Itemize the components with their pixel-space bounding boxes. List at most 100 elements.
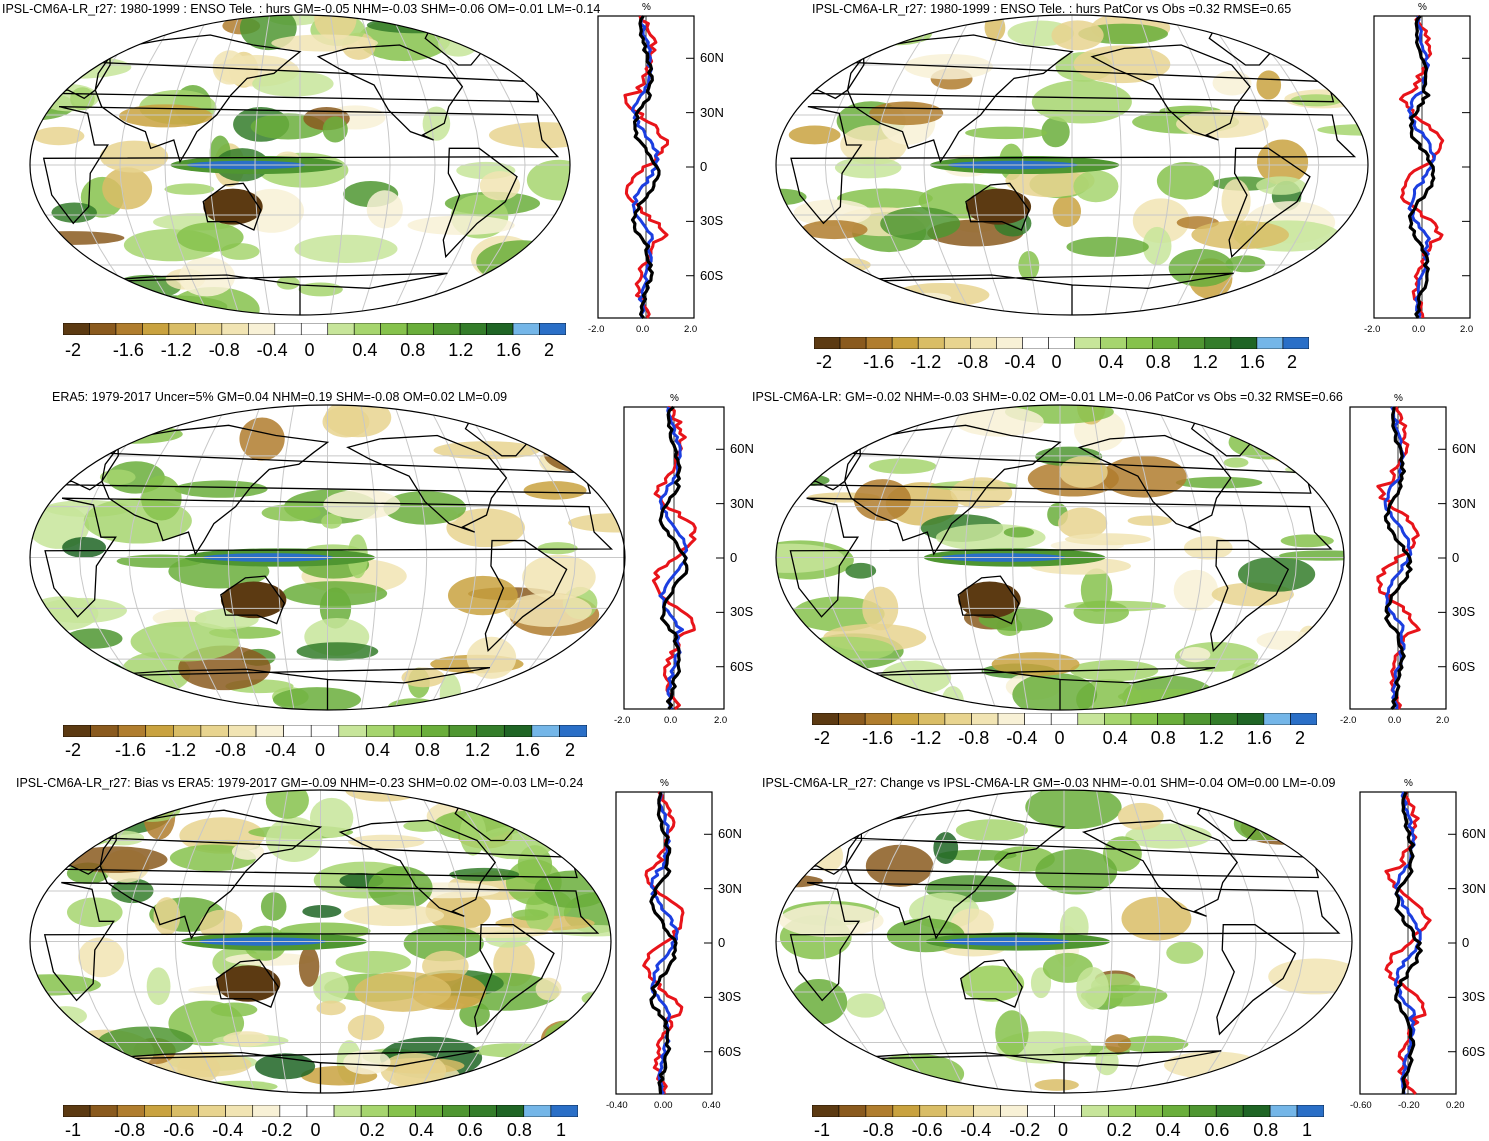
profile-lat-label: 60N xyxy=(1452,441,1476,457)
profile-unit: % xyxy=(660,778,669,789)
anomaly-patch xyxy=(537,542,578,555)
colorbar-swatch xyxy=(117,725,147,737)
longitude-line xyxy=(1022,15,1040,315)
longitude-line xyxy=(972,15,1006,315)
coastline-samerica xyxy=(1210,539,1290,653)
colorbar-label: -1.2 xyxy=(165,740,197,760)
colorbar-label: 0.8 xyxy=(400,340,426,360)
profile-lat-label: 30N xyxy=(1462,880,1486,896)
anomaly-patch xyxy=(294,234,398,263)
zonal-profile xyxy=(615,790,713,1095)
colorbar-swatch xyxy=(421,725,450,737)
colorbar-label: 1.6 xyxy=(1246,728,1272,748)
anomaly-patch xyxy=(108,674,156,710)
anomaly-patch xyxy=(506,405,603,429)
profile-x-label: -2.0 xyxy=(614,715,631,726)
colorbar-swatch xyxy=(228,725,257,737)
colorbar-swatch xyxy=(1188,1105,1217,1117)
colorbar-swatch xyxy=(838,1105,867,1117)
profile-lat-label: 60N xyxy=(730,441,754,457)
anomaly-patch xyxy=(153,897,181,936)
profile-x-label: 2.0 xyxy=(714,715,728,726)
colorbar-label: -1 xyxy=(65,1120,82,1140)
colorbar-label: -0.4 xyxy=(960,1120,992,1140)
anomaly-patch xyxy=(1018,251,1040,281)
anomaly-patch xyxy=(1095,1048,1119,1076)
colorbar-swatch xyxy=(255,725,284,737)
anomaly-patch xyxy=(955,819,1028,842)
profile-line-bias xyxy=(649,791,678,1095)
anomaly-patch xyxy=(535,977,562,1001)
anomaly-patch xyxy=(1031,80,1132,124)
colorbar-label: -1.2 xyxy=(910,352,942,372)
colorbar-label: 0.8 xyxy=(415,740,441,760)
profile-lat-label: 30S xyxy=(718,989,742,1005)
australia-anomaly xyxy=(220,581,287,619)
coastline-antarctica xyxy=(85,272,448,315)
longitude-line xyxy=(352,790,370,1093)
colorbar-swatch xyxy=(946,1105,974,1117)
coastline-australia xyxy=(960,959,1023,1009)
anomaly-patch xyxy=(793,199,871,227)
anomaly-patch xyxy=(298,946,320,987)
anomaly-patch xyxy=(32,1047,103,1083)
map-frame xyxy=(775,14,1369,316)
anomaly-patch xyxy=(540,1020,590,1061)
colorbar-swatch xyxy=(943,337,971,349)
colorbar-swatch xyxy=(891,337,919,349)
anomaly-patch xyxy=(801,220,868,240)
anomaly-patch xyxy=(239,417,285,461)
colorbar-label: 0.4 xyxy=(352,340,378,360)
colorbar-label: 0 xyxy=(1054,728,1065,748)
colorbar-swatch xyxy=(327,323,355,335)
coastline-antarctica xyxy=(837,272,1234,315)
longitude-line xyxy=(1095,790,1113,1093)
coastline-samerica xyxy=(442,147,518,259)
profile-unit: % xyxy=(642,2,651,13)
anomaly-patch xyxy=(1256,70,1282,100)
anomaly-patch xyxy=(309,797,354,839)
profile-line-bias xyxy=(658,405,689,710)
colorbar-swatch xyxy=(168,323,196,335)
profile-lat-label: 30N xyxy=(1452,495,1476,511)
colorbar-swatch xyxy=(496,1105,525,1117)
anomaly-patch xyxy=(99,469,136,485)
profile-lat-label: 30S xyxy=(730,604,754,620)
anomaly-patch xyxy=(51,202,97,223)
colorbar-swatch xyxy=(338,725,367,737)
anomaly-patch xyxy=(30,695,71,710)
anomaly-patch xyxy=(1183,536,1233,560)
profile-unit: % xyxy=(1394,393,1403,404)
anomaly-patch xyxy=(1279,550,1344,561)
anomaly-patch xyxy=(954,406,1044,437)
longitude-line xyxy=(1193,790,1257,1093)
australia-anomaly xyxy=(960,965,1025,1002)
australia-anomaly xyxy=(958,581,1021,619)
coastline-africa xyxy=(43,881,600,1002)
map-frame xyxy=(29,404,626,711)
profile-lat-label: 30N xyxy=(700,104,724,120)
coastline-asia xyxy=(846,34,1074,164)
colorbar-swatch xyxy=(1108,1105,1136,1117)
anomaly-patch xyxy=(343,904,445,927)
anomaly-patch xyxy=(837,188,933,209)
profile-x-label: 0.40 xyxy=(702,1100,721,1111)
anomaly-patch xyxy=(102,167,153,210)
longitude-line xyxy=(1219,405,1298,710)
anomaly-patch xyxy=(1168,248,1234,287)
panel-title: IPSL-CM6A-LR_r27: 1980-1999 : ENSO Tele.… xyxy=(812,2,1292,16)
profile-x-label: -2.0 xyxy=(588,324,605,335)
longitude-line xyxy=(1155,405,1203,710)
anomaly-patch xyxy=(64,846,168,873)
colorbar-swatch xyxy=(274,323,302,335)
anomaly-patch xyxy=(347,1014,385,1041)
panel-title: IPSL-CM6A-LR_r27: 1980-1999 : ENSO Tele.… xyxy=(2,2,601,16)
colorbar-swatch xyxy=(1157,713,1185,725)
colorbar-label: -2 xyxy=(65,340,82,360)
profile-unit: % xyxy=(1404,778,1413,789)
profile-line-bias xyxy=(1383,406,1413,711)
anomaly-patch xyxy=(425,891,491,931)
anomaly-patch xyxy=(512,799,611,816)
anomaly-patch xyxy=(472,1043,557,1058)
anomaly-patch xyxy=(343,1049,391,1075)
